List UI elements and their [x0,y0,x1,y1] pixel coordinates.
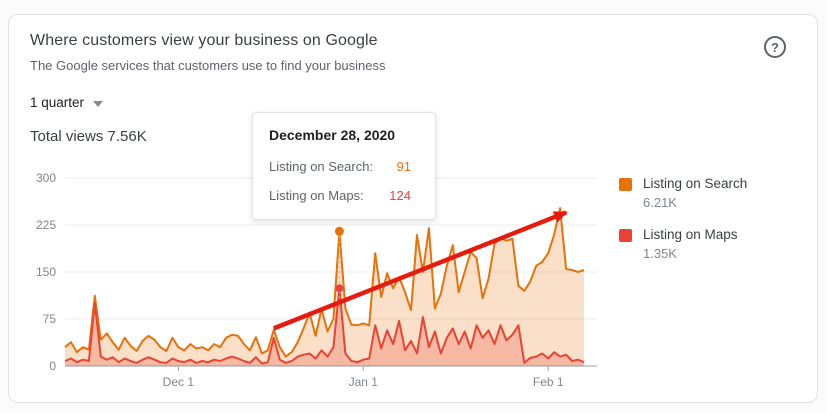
y-axis-tick-label: 0 [49,359,56,373]
y-axis-tick-label: 75 [42,312,56,326]
chart-legend: Listing on Search 6.21K Listing on Maps … [619,176,747,278]
y-axis-tick-label: 150 [35,265,56,279]
chevron-down-icon [93,100,104,107]
y-axis-tick-label: 225 [35,218,56,232]
help-button[interactable]: ? [764,36,786,58]
chart-tooltip: December 28, 2020 Listing on Search: 91 … [252,112,436,220]
x-axis-tick-label: Jan 1 [348,375,378,389]
period-selector-value: 1 quarter [30,95,85,110]
legend-search-total: 6.21K [643,195,677,210]
tooltip-search-value: 91 [396,159,411,174]
card-title: Where customers view your business on Go… [30,32,378,49]
x-axis-tick-label: Feb 1 [532,375,564,389]
legend-item-maps: Listing on Maps 1.35K [619,227,747,261]
legend-item-search: Listing on Search 6.21K [619,176,747,210]
question-mark-icon: ? [771,39,779,55]
search-swatch-icon [619,178,632,191]
period-selector[interactable]: 1 quarter [30,95,104,110]
tooltip-search-label: Listing on Search: [269,159,374,174]
tooltip-maps-label: Listing on Maps: [269,188,364,203]
legend-maps-label: Listing on Maps [643,227,738,242]
y-axis-tick-label: 300 [35,171,56,185]
legend-search-label: Listing on Search [643,176,748,191]
x-axis-tick-label: Dec 1 [162,375,195,389]
card-subtitle: The Google services that customers use t… [30,58,386,73]
tooltip-date: December 28, 2020 [269,127,396,143]
total-views-label: Total views 7.56K [30,128,147,145]
maps-swatch-icon [619,229,632,242]
tooltip-row-search: Listing on Search: 91 [269,159,411,174]
legend-maps-total: 1.35K [643,246,677,261]
tooltip-row-maps: Listing on Maps: 124 [269,188,411,203]
tooltip-maps-value: 124 [389,188,411,203]
